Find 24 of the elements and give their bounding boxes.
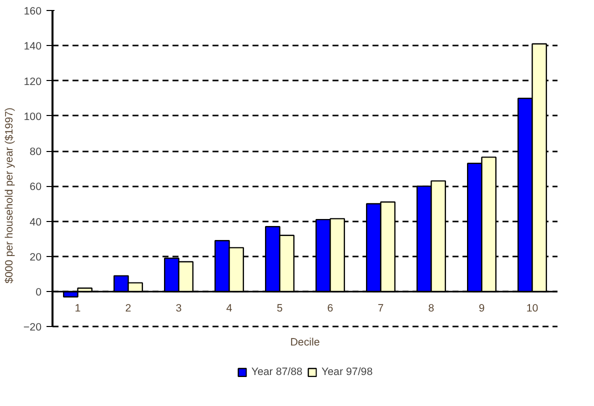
x-tick-label: 10: [526, 302, 538, 315]
y-tick-label: 140: [24, 40, 42, 53]
y-tick-label: 120: [24, 76, 42, 88]
y-tick-label: 0: [36, 286, 42, 299]
x-tick-label: 9: [478, 302, 485, 315]
x-tick-label: 6: [327, 302, 334, 315]
x-tick-label: 1: [74, 302, 81, 315]
y-axis-title: $000 per household per year ($1997): [3, 108, 16, 284]
y-tick-label: 60: [30, 181, 42, 194]
legend-label: Year 87/88: [251, 366, 302, 378]
y-tick-label: 80: [30, 146, 42, 158]
y-tick-label: 40: [30, 216, 42, 228]
y-tick-label: 20: [30, 251, 42, 264]
x-tick-label: 7: [378, 302, 384, 315]
x-axis-title: Decile: [290, 336, 320, 349]
x-tick-label: 2: [125, 302, 132, 315]
y-tick-label: −20: [23, 322, 42, 334]
x-tick-label: 4: [226, 302, 232, 315]
x-tick-label: 3: [176, 302, 182, 315]
x-tick-label: 5: [276, 302, 283, 315]
legend-label: Year 97/98: [322, 366, 373, 378]
x-tick-label: 8: [428, 302, 434, 315]
y-tick-label: 160: [24, 6, 42, 18]
y-tick-label: 100: [24, 110, 42, 123]
